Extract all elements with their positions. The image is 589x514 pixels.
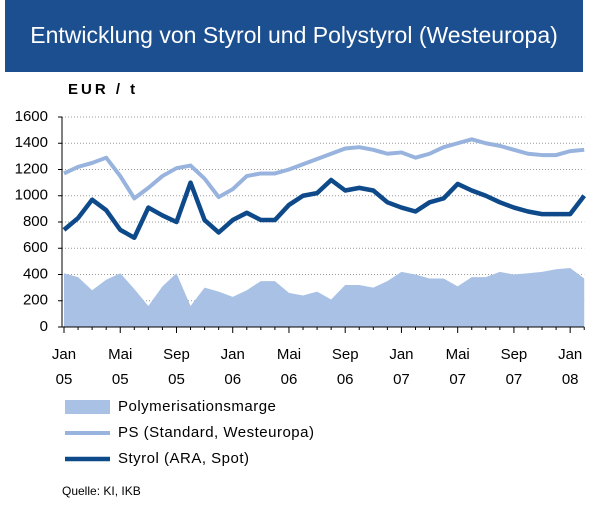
y-tick-label: 1600 [15,108,48,125]
x-tick-label: Mai 07 [446,346,470,388]
y-tick-label: 0 [40,318,48,335]
y-tick-label: 1400 [15,134,48,151]
x-tick-label: Mai 05 [108,346,132,388]
y-tick-label: 1000 [15,187,48,204]
y-tick-label: 600 [23,239,48,256]
legend-label: Styrol (ARA, Spot) [118,450,250,467]
legend-label: Polymerisationsmarge [118,398,276,415]
y-tick-label: 800 [23,213,48,230]
legend-swatch [65,400,110,414]
y-tick-label: 400 [23,265,48,282]
chart-title: Entwicklung von Styrol und Polystyrol (W… [30,22,558,48]
x-tick-label: Jan 07 [389,346,413,388]
x-tick-label: Jan 06 [221,346,245,388]
source: Quelle: KI, IKB [62,484,141,498]
x-tick-label: Jan 05 [52,346,76,388]
area [64,267,585,327]
y-tick-label: 200 [23,292,48,309]
x-tick-label: Mai 06 [277,346,301,388]
x-tick-label: Sep 07 [501,346,528,388]
title-bar [5,0,583,72]
line [62,177,587,240]
y-tick-label: 1200 [15,160,48,177]
x-tick-label: Sep 06 [332,346,359,388]
x-tick-label: Sep 05 [163,346,190,388]
y-axis-label: EUR / t [68,81,138,98]
x-tick-label: Jan 08 [558,346,582,388]
line [63,137,585,201]
legend-label: PS (Standard, Westeuropa) [118,424,314,441]
